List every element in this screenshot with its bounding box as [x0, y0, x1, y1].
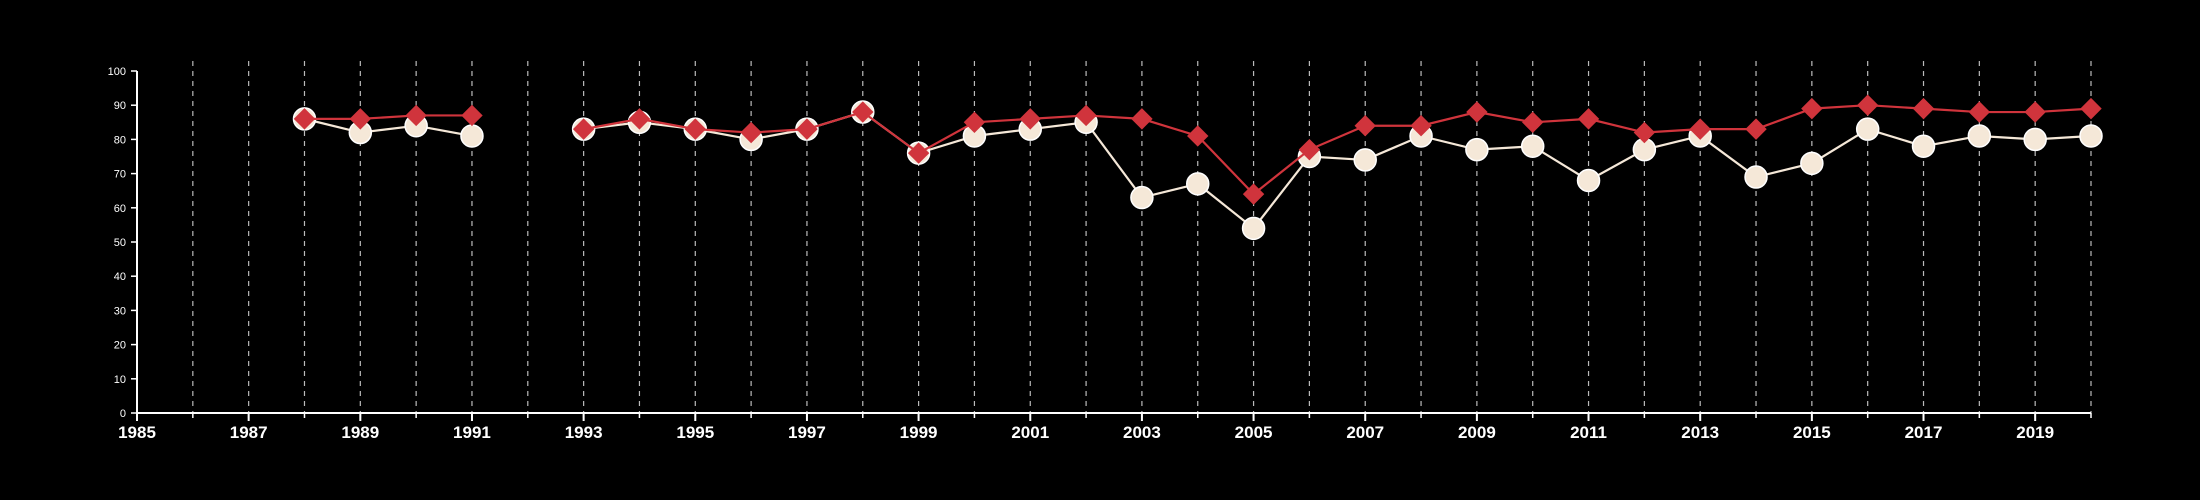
series-1-line-segment-1 — [583, 104, 2092, 196]
series-1-point-1994 — [628, 108, 651, 130]
x-tick-label-2011: 2011 — [1570, 423, 1607, 442]
y-tick-label-90: 90 — [114, 100, 126, 112]
series-1-point-2002 — [1075, 104, 1097, 127]
series-1-point-2010 — [1522, 111, 1544, 134]
series-1-point-1991 — [461, 104, 483, 127]
x-tick-label-2003: 2003 — [1123, 423, 1161, 442]
series-1-point-1998 — [852, 101, 874, 123]
series-1-point-2011 — [1577, 108, 1600, 130]
series-0-point-2007 — [1353, 148, 1377, 172]
series-1-point-2012 — [1633, 121, 1656, 144]
series-1-point-2018 — [1968, 101, 1991, 123]
series-1-point-2009 — [1466, 101, 1488, 123]
series-0-point-2016 — [1855, 117, 1880, 141]
series-1-point-2003 — [1131, 108, 1153, 130]
series-1-point-2014 — [1745, 118, 1767, 140]
series-1-point-1988 — [293, 108, 316, 130]
y-tick-label-20: 20 — [114, 340, 126, 352]
series-1-point-2017 — [1912, 97, 1935, 120]
series-1-point-1995 — [684, 118, 706, 140]
series-1-line-segment-0 — [304, 114, 472, 120]
grid-lines — [192, 61, 2092, 413]
series-1-point-2020 — [2080, 97, 2102, 120]
x-tick-label-2007: 2007 — [1346, 423, 1384, 442]
x-tick-label-1991: 1991 — [453, 423, 491, 442]
series-0-point-2020 — [2079, 124, 2103, 148]
y-tick-label-70: 70 — [114, 169, 126, 181]
series-0-point-2015 — [1800, 151, 1824, 176]
y-tick-label-40: 40 — [114, 271, 126, 283]
series-1-point-1990 — [405, 104, 427, 127]
series-0-point-2014 — [1744, 165, 1768, 189]
x-tick-label-1999: 1999 — [900, 423, 938, 442]
series-0-point-2004 — [1185, 172, 1210, 196]
x-tick-label-1997: 1997 — [788, 423, 826, 442]
series-1 — [293, 94, 2102, 205]
series-1-point-2004 — [1187, 125, 1209, 147]
x-tick-label-2017: 2017 — [1905, 423, 1943, 442]
series-0-point-2017 — [1911, 134, 1936, 158]
series-0-point-2009 — [1465, 137, 1489, 162]
x-tick-label-1987: 1987 — [230, 423, 268, 442]
x-tick-label-1989: 1989 — [341, 423, 379, 442]
series-0-point-2011 — [1576, 168, 1601, 193]
y-tick-label-50: 50 — [114, 237, 126, 249]
x-tick-label-1985: 1985 — [118, 423, 156, 442]
series-1-point-2001 — [1019, 108, 1041, 130]
x-tick-label-2019: 2019 — [2016, 423, 2054, 442]
x-tick-label-2015: 2015 — [1793, 423, 1831, 442]
x-tick-label-1993: 1993 — [565, 423, 603, 442]
series-group — [292, 94, 2103, 241]
series-1-point-2013 — [1689, 118, 1711, 140]
series-1-point-2019 — [2024, 101, 2046, 123]
series-1-point-2000 — [963, 111, 986, 134]
series-1-point-1996 — [740, 121, 762, 144]
y-tick-label-60: 60 — [114, 203, 126, 215]
series-1-point-1993 — [572, 118, 595, 140]
series-1-point-1997 — [796, 118, 818, 140]
series-1-point-2015 — [1801, 97, 1823, 120]
x-tick-label-2009: 2009 — [1458, 423, 1496, 442]
x-tick-label-2013: 2013 — [1681, 423, 1719, 442]
series-1-point-2007 — [1354, 115, 1376, 137]
x-tick-label-2001: 2001 — [1011, 423, 1049, 442]
y-tick-label-80: 80 — [114, 134, 126, 146]
series-0-point-1991 — [460, 124, 484, 148]
series-1-point-1999 — [907, 142, 930, 164]
x-tick-label-1995: 1995 — [676, 423, 714, 442]
series-0-point-2019 — [2023, 127, 2047, 152]
series-1-point-1989 — [349, 108, 372, 130]
series-0-point-2018 — [1967, 124, 1992, 148]
y-tick-label-10: 10 — [114, 374, 126, 386]
series-0-point-2003 — [1130, 185, 1154, 210]
x-tick-label-2005: 2005 — [1235, 423, 1273, 442]
series-0-point-2010 — [1520, 134, 1545, 158]
series-1-point-2005 — [1242, 183, 1265, 205]
series-1-point-2016 — [1856, 94, 1879, 116]
series-0-line-segment-0 — [304, 117, 473, 138]
y-tick-label-30: 30 — [114, 305, 126, 317]
y-tick-label-0: 0 — [120, 408, 126, 420]
series-1-point-2006 — [1298, 138, 1321, 161]
axes: 1985 1987 1989 1991 1993 1995 1997 1999 2001 2003… — [108, 66, 2092, 442]
series-0-point-2005 — [1241, 216, 1266, 241]
series-1-point-2008 — [1410, 115, 1432, 137]
y-tick-label-100: 100 — [108, 66, 126, 78]
